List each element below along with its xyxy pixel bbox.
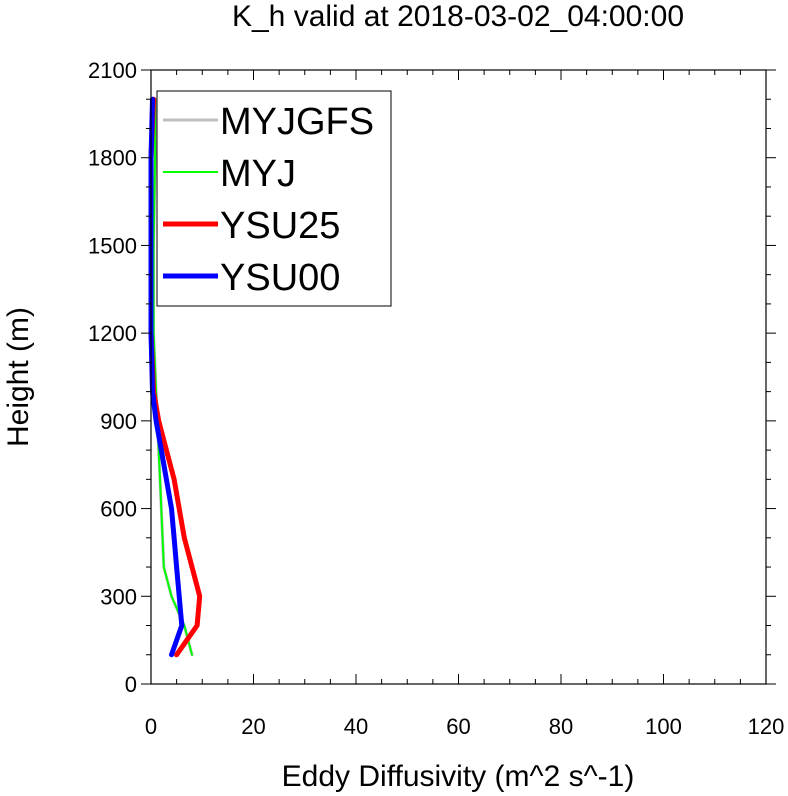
legend-label-ysu00: YSU00 [220, 257, 340, 299]
legend: MYJGFS MYJ YSU25 YSU00 [156, 90, 392, 307]
y-tick-label: 900 [100, 409, 137, 434]
axis-ticks: 0 20 40 60 80 100 1200300600900120015001800210… [88, 58, 784, 739]
x-tick-label: 120 [748, 714, 785, 739]
y-tick-label: 1200 [88, 321, 137, 346]
y-tick-label: 300 [100, 584, 137, 609]
legend-label-ysu25: YSU25 [220, 205, 340, 247]
legend-box [156, 90, 392, 307]
x-tick-label: 40 [344, 714, 368, 739]
x-tick-label: 100 [645, 714, 682, 739]
series-line-myj [152, 98, 193, 656]
x-tick-label: 60 [446, 714, 470, 739]
y-tick-label: 1800 [88, 146, 137, 171]
chart-title: K_h valid at 2018-03-02_04:00:00 [232, 0, 684, 33]
y-tick-label: 600 [100, 497, 137, 522]
x-tick-label: 80 [549, 714, 573, 739]
x-tick-label: 20 [241, 714, 265, 739]
x-tick-label: 0 [145, 714, 157, 739]
y-axis-label: Height (m) [2, 307, 35, 447]
y-tick-label: 2100 [88, 58, 137, 83]
y-tick-label: 1500 [88, 233, 137, 258]
y-tick-label: 0 [125, 672, 137, 697]
legend-label-myj: MYJ [220, 153, 296, 195]
x-axis-label: Eddy Diffusivity (m^2 s^-1) [282, 760, 635, 793]
legend-label-myjgfs: MYJGFS [220, 101, 374, 143]
